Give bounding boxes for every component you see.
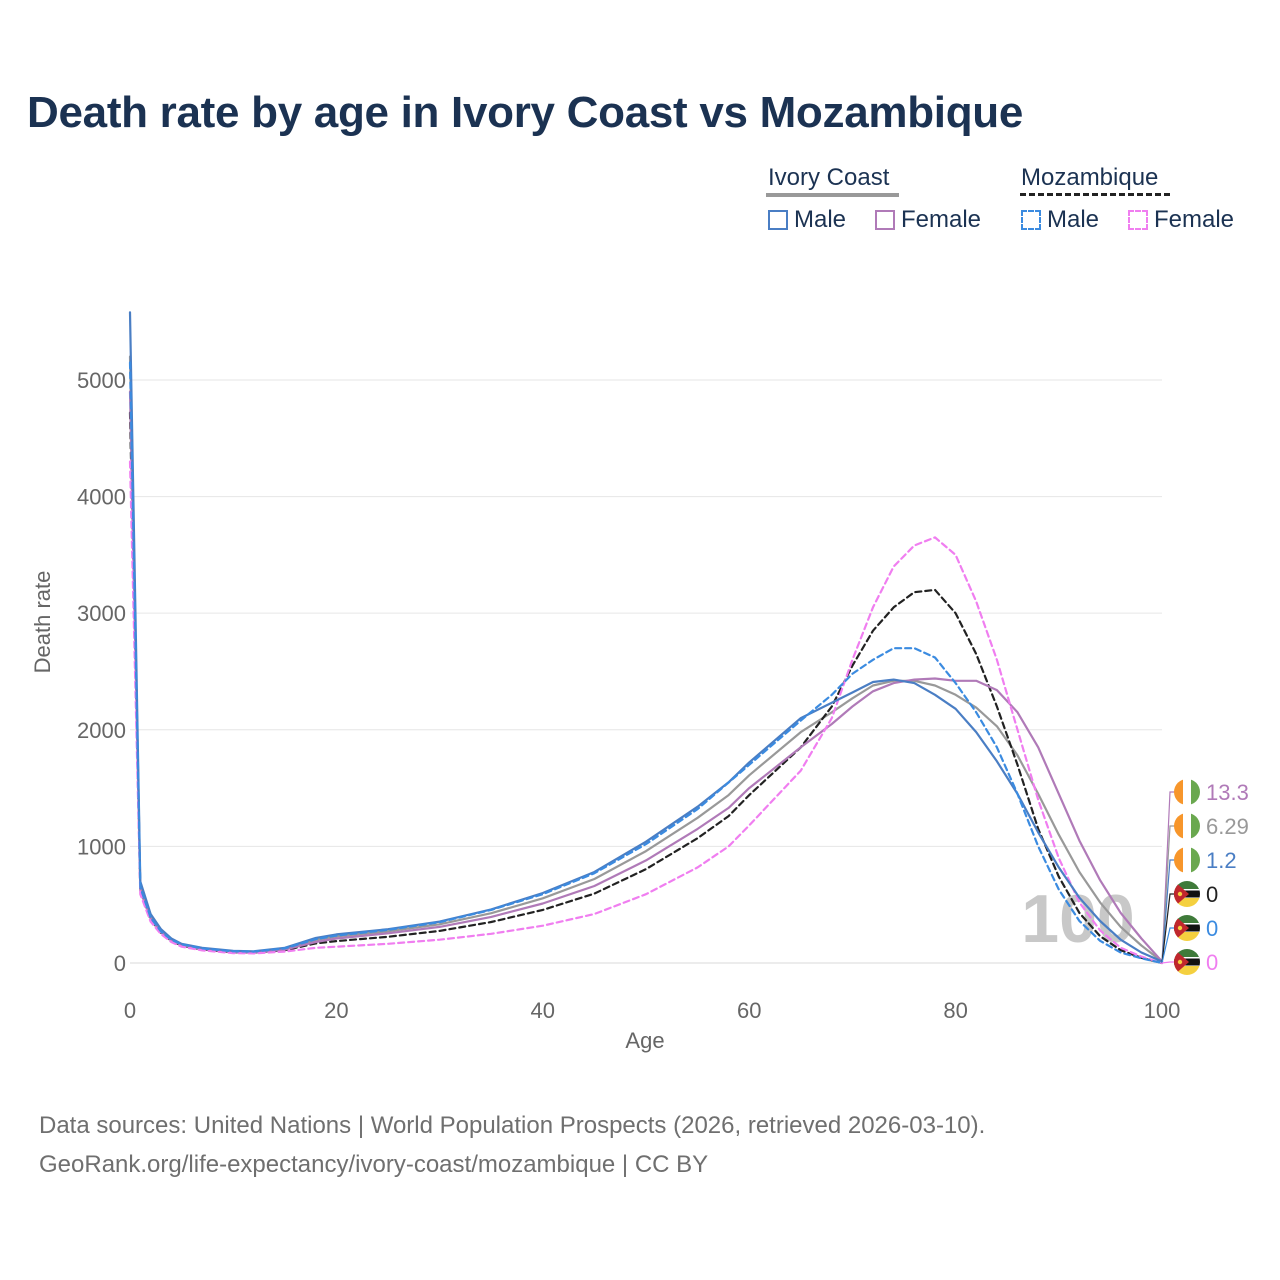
mozambique-flag-icon [1174, 949, 1200, 975]
ivory-coast-flag-icon [1174, 847, 1200, 873]
legend-label-ivory-male: Male [794, 206, 847, 233]
legend-label-ivory-female: Female [901, 206, 982, 233]
legend-group-mozambique[interactable]: Mozambique [1021, 164, 1159, 191]
legend-item-ivory-female[interactable]: Female [875, 206, 981, 234]
series-line-mozambique-female[interactable] [128, 460, 1164, 965]
legend-mozambique-line [1020, 193, 1170, 196]
end-label-value: 0 [1206, 882, 1218, 907]
ivory-coast-flag-icon [1174, 813, 1200, 839]
series-line-ivory-coast-female[interactable] [128, 390, 1164, 963]
x-axis-label: Age [625, 1028, 664, 1053]
x-tick-label: 0 [124, 998, 136, 1023]
x-tick-label: 60 [737, 998, 761, 1023]
y-axis-ticks: 0 1000 2000 3000 4000 5000 [77, 368, 126, 976]
y-axis-label: Death rate [30, 571, 55, 674]
legend-group-ivory-coast[interactable]: Ivory Coast [768, 164, 890, 191]
series-line-ivory-coast-male[interactable] [128, 311, 1164, 963]
y-tick-label: 4000 [77, 485, 126, 510]
end-label-value: 0 [1206, 916, 1218, 941]
x-axis-ticks: 0 20 40 60 80 100 [124, 998, 1180, 1023]
y-tick-label: 3000 [77, 601, 126, 626]
legend-label-moz-male: Male [1047, 206, 1100, 233]
x-tick-label: 80 [943, 998, 967, 1023]
y-tick-label: 1000 [77, 834, 126, 859]
mozambique-flag-icon [1174, 915, 1200, 941]
x-tick-label: 40 [531, 998, 555, 1023]
legend-item-moz-female[interactable]: Female [1128, 206, 1234, 234]
mozambique-flag-icon [1174, 881, 1200, 907]
legend-swatch-moz-male [1021, 210, 1041, 230]
data-source-text: Data sources: United Nations | World Pop… [39, 1112, 986, 1139]
y-tick-label: 0 [114, 951, 126, 976]
end-labels: 13.3 6.29 1.2 0 0 0 [1161, 779, 1249, 975]
series-line-mozambique-male[interactable] [128, 361, 1164, 965]
legend-label-moz-female: Female [1154, 206, 1235, 233]
end-label-value: 6.29 [1206, 814, 1249, 839]
legend-item-ivory-male[interactable]: Male [768, 206, 846, 234]
legend-swatch-moz-female [1128, 210, 1148, 230]
series-line-ivory-coast[interactable] [128, 355, 1164, 963]
end-label-connector [1161, 961, 1176, 964]
series-lines [128, 311, 1164, 965]
x-tick-label: 100 [1144, 998, 1181, 1023]
x-tick-label: 20 [324, 998, 348, 1023]
grid-lines [130, 379, 1162, 964]
legend-swatch-ivory-male [768, 210, 788, 230]
legend-item-moz-male[interactable]: Male [1021, 206, 1099, 234]
source-url-text[interactable]: GeoRank.org/life-expectancy/ivory-coast/… [39, 1151, 709, 1178]
end-label-value: 13.3 [1206, 780, 1249, 805]
legend-swatch-ivory-female [875, 210, 895, 230]
y-tick-label: 2000 [77, 718, 126, 743]
footer: Data sources: United Nations | World Pop… [39, 1106, 985, 1184]
chart-title: Death rate by age in Ivory Coast vs Moza… [27, 88, 1024, 137]
end-label-value: 0 [1206, 950, 1218, 975]
ivory-coast-flag-icon [1174, 779, 1200, 805]
end-label-value: 1.2 [1206, 848, 1237, 873]
series-line-mozambique[interactable] [128, 411, 1164, 965]
legend-ivory-coast-line [766, 193, 899, 197]
y-tick-label: 5000 [77, 368, 126, 393]
